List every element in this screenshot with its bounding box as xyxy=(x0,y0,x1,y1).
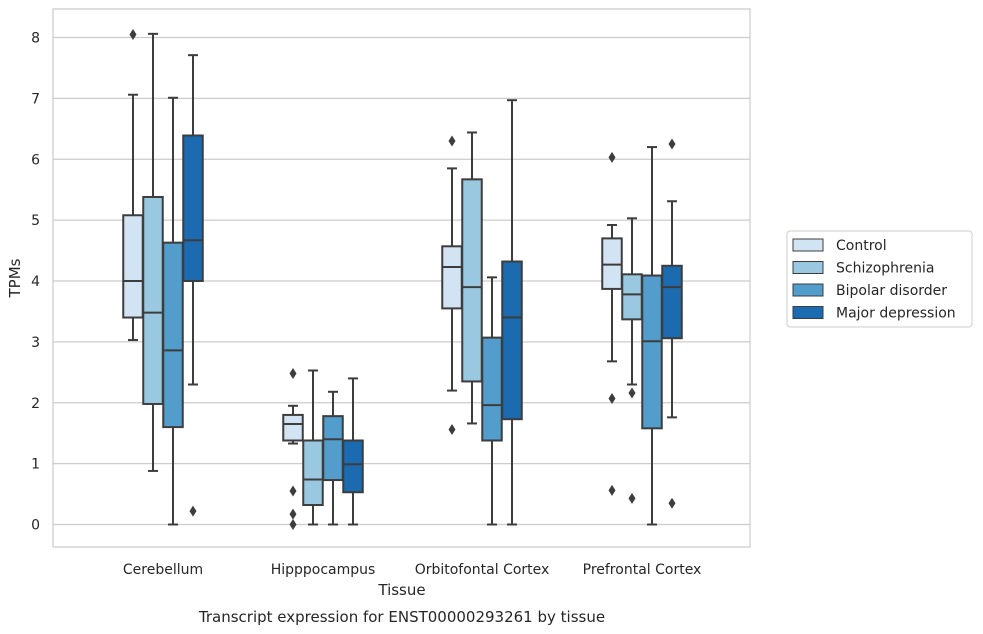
box-3-3 xyxy=(661,138,683,509)
box-body xyxy=(302,439,324,507)
legend-label: Major depression xyxy=(836,306,956,322)
box-body xyxy=(322,415,344,482)
box-3-0 xyxy=(601,151,623,496)
outlier-point xyxy=(628,387,636,399)
box-0-2 xyxy=(162,96,184,526)
legend-label: Bipolar disorder xyxy=(836,283,947,299)
outlier-point xyxy=(668,497,676,509)
box-body xyxy=(501,260,523,421)
outlier-point xyxy=(668,138,676,150)
box-1-2 xyxy=(322,390,344,526)
legend-label: Control xyxy=(836,238,887,254)
x-tick-label: Orbitofontal Cortex xyxy=(415,562,550,578)
chart-caption: Transcript expression for ENST0000029326… xyxy=(198,608,605,626)
y-tick-label: 0 xyxy=(31,518,40,534)
y-tick-label: 1 xyxy=(31,457,40,473)
box-body xyxy=(122,214,144,319)
outlier-point xyxy=(289,485,297,497)
box-2-0 xyxy=(441,135,463,436)
box-body xyxy=(342,439,364,494)
plot-frame xyxy=(52,8,751,548)
boxes xyxy=(122,28,683,530)
box-body xyxy=(142,195,164,405)
x-axis-label: Tissue xyxy=(377,581,425,599)
box-body xyxy=(641,274,663,430)
legend-swatch xyxy=(792,306,824,319)
box-body xyxy=(621,273,643,321)
legend-label: Schizophrenia xyxy=(836,261,934,277)
outlier-point xyxy=(189,505,197,517)
x-tick-label: Hipppocampus xyxy=(271,562,376,578)
box-body xyxy=(282,413,304,442)
outlier-point xyxy=(289,368,297,380)
box-2-1 xyxy=(461,131,483,425)
y-tick-label: 4 xyxy=(31,274,40,290)
x-tick-label: Cerebellum xyxy=(123,562,203,578)
box-3-2 xyxy=(641,146,663,526)
outlier-point xyxy=(129,28,137,40)
y-tick-label: 6 xyxy=(31,152,40,168)
legend: Control Schizophrenia Bipolar disorder Majo… xyxy=(786,230,973,328)
y-tick-label: 7 xyxy=(31,91,40,107)
outlier-point xyxy=(448,135,456,147)
outlier-point xyxy=(289,508,297,520)
outlier-point xyxy=(608,484,616,496)
box-3-1 xyxy=(621,217,643,504)
y-tick-labels: 0 1 2 3 4 5 6 7 8 xyxy=(31,31,40,534)
box-1-3 xyxy=(342,377,364,526)
box-body xyxy=(182,134,204,282)
outlier-point xyxy=(628,492,636,504)
x-tick-label: Prefrontal Cortex xyxy=(583,562,702,578)
y-tick-label: 3 xyxy=(31,335,40,351)
box-body xyxy=(162,241,184,429)
box-0-0 xyxy=(122,28,144,342)
box-body xyxy=(661,264,683,340)
legend-swatch xyxy=(792,261,824,274)
outlier-point xyxy=(289,519,297,530)
box-1-0 xyxy=(282,368,304,530)
y-axis-label: TPMs xyxy=(6,258,24,298)
box-2-2 xyxy=(481,276,503,526)
x-tick-labels: Cerebellum Hipppocampus Orbitofontal Corte… xyxy=(123,562,701,578)
y-tick-label: 2 xyxy=(31,396,40,412)
legend-frame xyxy=(786,230,973,328)
y-tick-label: 8 xyxy=(31,31,40,47)
box-body xyxy=(461,178,483,383)
box-0-1 xyxy=(142,32,164,472)
legend-swatch xyxy=(792,238,824,252)
box-0-3 xyxy=(182,54,204,517)
legend-swatch xyxy=(792,283,824,297)
box-body xyxy=(481,336,503,442)
outlier-point xyxy=(608,151,616,163)
box-body xyxy=(441,245,463,310)
outlier-point xyxy=(608,392,616,404)
box-2-3 xyxy=(501,99,523,526)
y-tick-label: 5 xyxy=(31,213,40,229)
outlier-point xyxy=(448,424,456,436)
box-1-1 xyxy=(302,369,324,526)
